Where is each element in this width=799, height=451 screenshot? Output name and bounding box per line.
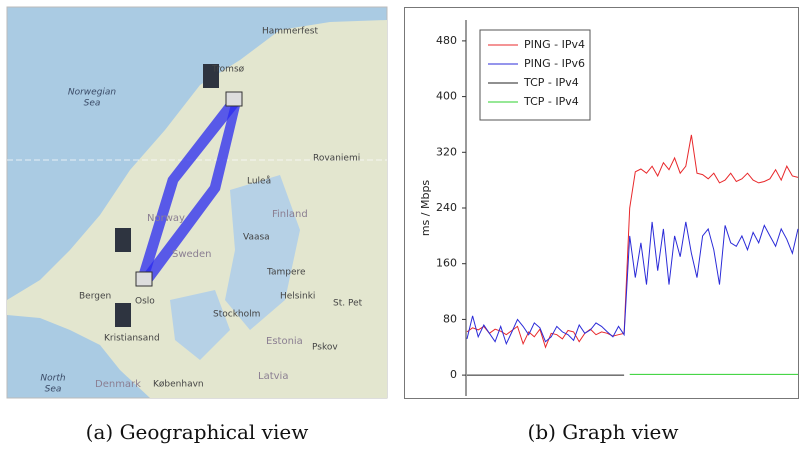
map-label: Rovaniemi	[313, 154, 360, 164]
server-icon	[115, 303, 131, 327]
chart-frame	[405, 8, 799, 399]
map-label: Hammerfest	[262, 27, 318, 37]
map-label: Helsinki	[280, 292, 315, 302]
map-label: Pskov	[312, 343, 338, 353]
router-icon	[136, 272, 152, 286]
server-icon	[115, 228, 131, 252]
y-tick-label: 80	[443, 312, 457, 325]
map-label: Estonia	[266, 336, 303, 347]
legend-label: TCP - IPv4	[523, 95, 579, 108]
map-view: Hammerfest Tromsø Norwegian Sea Rovaniem…	[0, 0, 399, 405]
y-tick-label: 480	[436, 34, 457, 47]
legend-label: PING - IPv6	[524, 57, 585, 70]
map-label: Kristiansand	[104, 334, 160, 344]
caption: (b) Graph view	[528, 420, 679, 444]
caption: (a) Geographical view	[86, 420, 309, 444]
map-label: Sweden	[172, 249, 212, 260]
map-label: Sea	[84, 99, 101, 109]
router-icon	[226, 92, 242, 106]
map-label: Vaasa	[243, 233, 270, 243]
y-tick-label: 0	[450, 368, 457, 381]
y-tick-label: 400	[436, 90, 457, 103]
legend-label: PING - IPv4	[524, 38, 585, 51]
map-label: Denmark	[95, 379, 141, 390]
map-label: Tampere	[266, 268, 306, 278]
map-label: Latvia	[258, 371, 288, 382]
map-label: Sea	[45, 385, 62, 395]
map-label: North	[40, 374, 65, 384]
map-label: Norway	[147, 213, 185, 224]
map-label: Tromsø	[211, 65, 245, 75]
y-axis-label: ms / Mbps	[419, 180, 432, 237]
map-label: Stockholm	[213, 310, 260, 320]
y-tick-label: 160	[436, 257, 457, 270]
legend-label: TCP - IPv4	[523, 76, 579, 89]
map-label: Bergen	[79, 292, 111, 302]
figure: Hammerfest Tromsø Norwegian Sea Rovaniem…	[0, 0, 799, 451]
y-tick-label: 320	[436, 145, 457, 158]
map-label: Luleå	[247, 176, 271, 187]
map-label: Finland	[272, 209, 308, 220]
y-tick-label: 240	[436, 201, 457, 214]
map-label: København	[153, 380, 204, 390]
map-label: Oslo	[135, 297, 155, 307]
map-label: Norwegian	[68, 88, 117, 98]
map-label: St. Pet	[333, 299, 363, 309]
chart: 0 80 160 240 320 400 480 ms / Mbps PING - IPv4 PI…	[404, 0, 799, 405]
